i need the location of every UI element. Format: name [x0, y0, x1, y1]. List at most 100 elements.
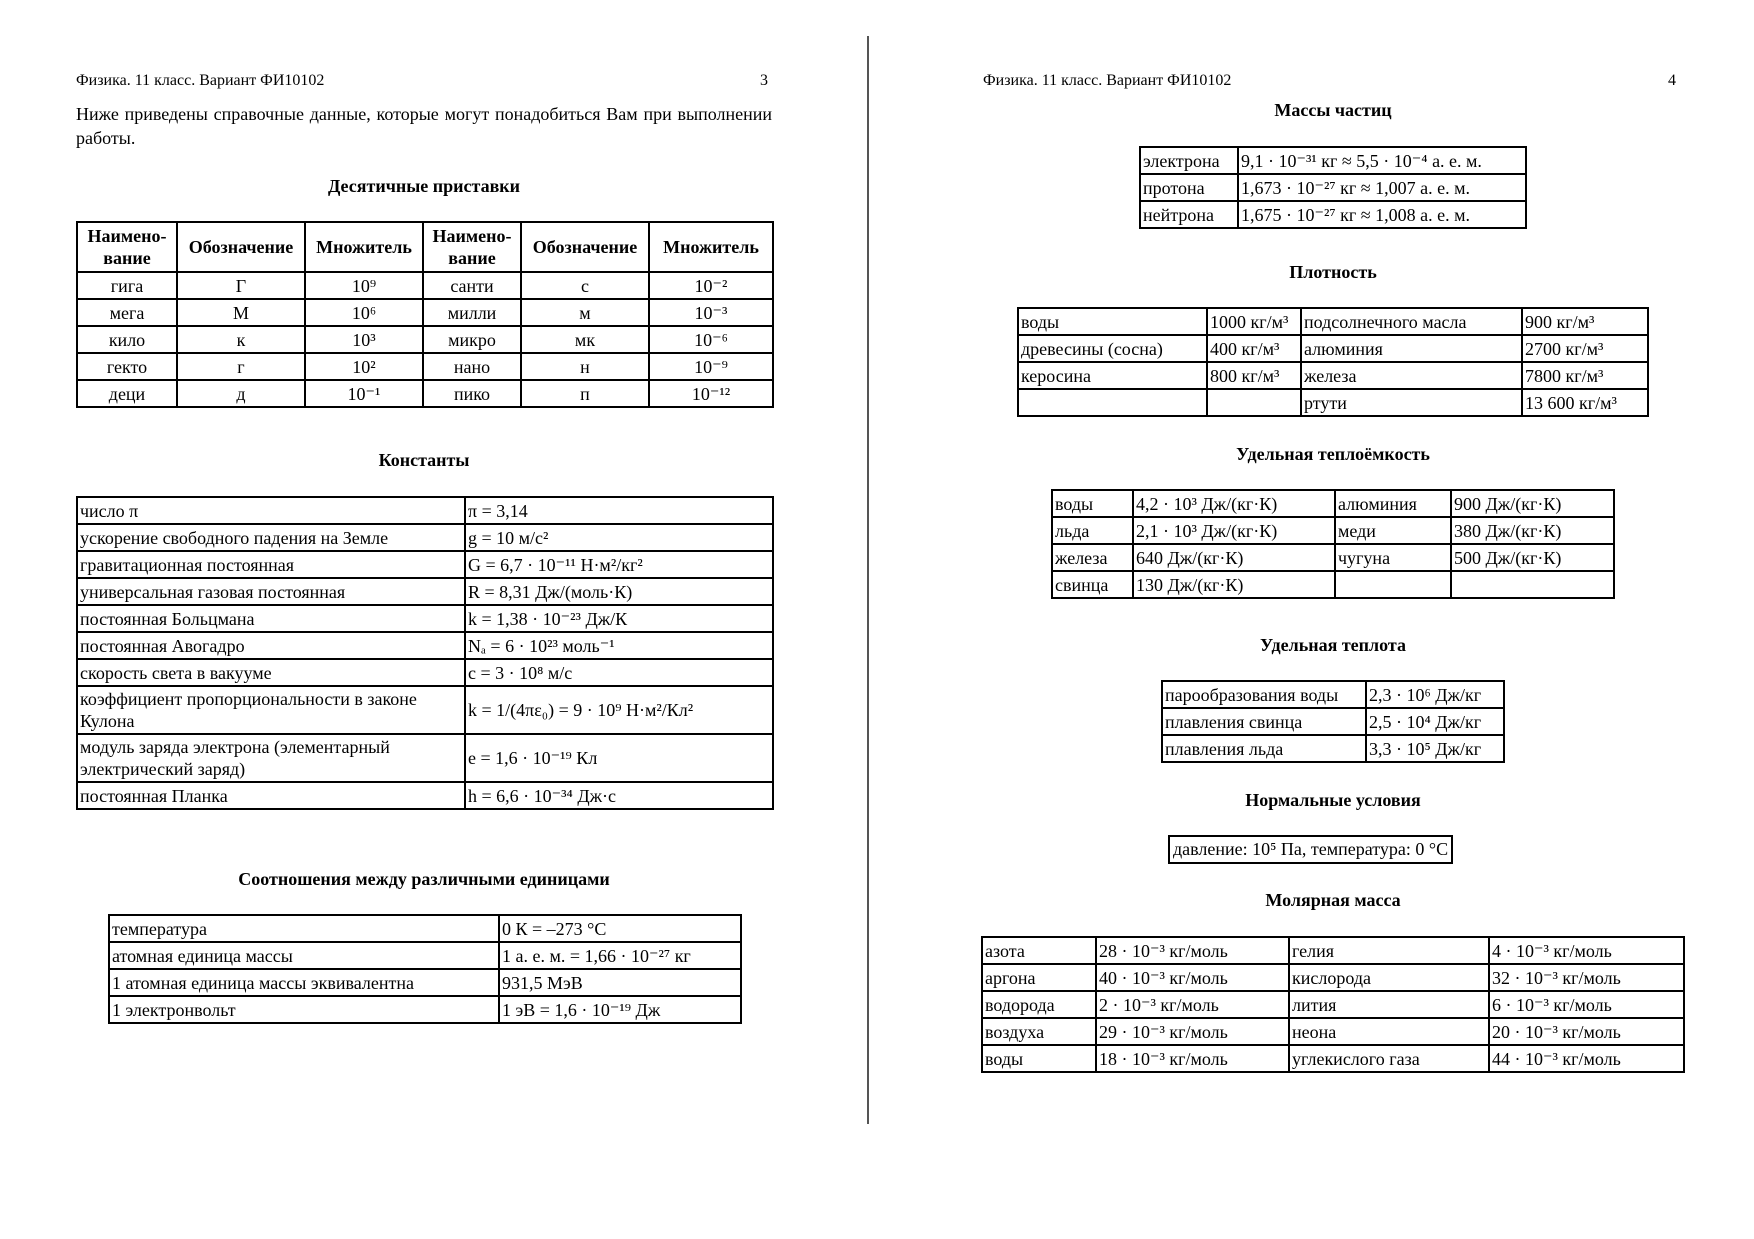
- table-cell: древесины (сосна): [1017, 334, 1208, 363]
- table-cell: 10²: [304, 352, 424, 381]
- table-cell: п: [520, 379, 650, 408]
- table-cell: 2,1 · 10³ Дж/(кг·К): [1132, 516, 1336, 545]
- table-cell: 2700 кг/м³: [1521, 334, 1649, 363]
- table-cell: углекислого газа: [1288, 1044, 1490, 1073]
- table-cell: 931,5 МэВ: [498, 968, 742, 997]
- table-cell: меди: [1334, 516, 1452, 545]
- table-cell: плавления свинца: [1161, 707, 1367, 736]
- specific-heat-title: Удельная теплота: [1260, 635, 1406, 655]
- table-cell: 1 эВ = 1,6 · 10⁻¹⁹ Дж: [498, 995, 742, 1024]
- table-row: универсальная газовая постоянная R = 8,31…: [76, 577, 774, 606]
- table-cell: гекто: [76, 352, 178, 381]
- molar-mass-table: азота 28 · 10⁻³ кг/моль гелия 4 · 10⁻³ кг/м…: [981, 936, 1685, 1073]
- table-cell: азота: [981, 936, 1097, 965]
- table-cell: санти: [422, 271, 522, 300]
- table-cell: гига: [76, 271, 178, 300]
- table-cell: мк: [520, 325, 650, 354]
- table-header-row: Наимено-вание Обозначение Множитель Наимено…: [76, 221, 774, 273]
- table-row: льда 2,1 · 10³ Дж/(кг·К) меди 380 Дж/(кг·К): [1051, 516, 1615, 545]
- table-cell: кислорода: [1288, 963, 1490, 992]
- table-cell: 1000 кг/м³: [1206, 307, 1302, 336]
- table-cell: 3,3 · 10⁵ Дж/кг: [1365, 734, 1505, 763]
- table-cell: 4 · 10⁻³ кг/моль: [1488, 936, 1685, 965]
- table-cell: 29 · 10⁻³ кг/моль: [1095, 1017, 1290, 1046]
- heat-capacity-title: Удельная теплоёмкость: [1236, 444, 1430, 464]
- table-cell: плавления льда: [1161, 734, 1367, 763]
- table-cell: ускорение свободного падения на Земле: [76, 523, 466, 552]
- table-cell: м: [520, 298, 650, 327]
- right-page-header: Физика. 11 класс. Вариант ФИ10102: [983, 72, 1232, 89]
- table-cell: железа: [1051, 543, 1134, 572]
- table-row: атомная единица массы 1 а. е. м. = 1,66 ·…: [108, 941, 742, 970]
- table-row: модуль заряда электрона (элементарный эл…: [76, 733, 774, 783]
- table-cell: воды: [1051, 489, 1134, 518]
- table-row: железа 640 Дж/(кг·К) чугуна 500 Дж/(кг·К): [1051, 543, 1615, 572]
- table-cell: температура: [108, 914, 500, 943]
- table-cell: алюминия: [1300, 334, 1523, 363]
- table-cell: 0 К = –273 °С: [498, 914, 742, 943]
- table-cell: 640 Дж/(кг·К): [1132, 543, 1336, 572]
- table-row: гекто г 10² нано н 10⁻⁹: [76, 352, 774, 381]
- table-cell: R = 8,31 Дж/(моль·К): [464, 577, 774, 606]
- table-cell: G = 6,7 · 10⁻¹¹ Н·м²/кг²: [464, 550, 774, 579]
- table-row: нейтрона 1,675 · 10⁻²⁷ кг ≈ 1,008 а. е. м…: [1139, 200, 1527, 229]
- table-cell: 32 · 10⁻³ кг/моль: [1488, 963, 1685, 992]
- table-row: гига Г 10⁹ санти с 10⁻²: [76, 271, 774, 300]
- table-cell: π = 3,14: [464, 496, 774, 525]
- table-row: ускорение свободного падения на Земле g =…: [76, 523, 774, 552]
- table-row: керосина 800 кг/м³ железа 7800 кг/м³: [1017, 361, 1649, 390]
- left-page-header: Физика. 11 класс. Вариант ФИ10102: [76, 72, 325, 89]
- table-cell: 900 Дж/(кг·К): [1450, 489, 1615, 518]
- table-row: 1 атомная единица массы эквивалентна 931,…: [108, 968, 742, 997]
- table-cell: 380 Дж/(кг·К): [1450, 516, 1615, 545]
- table-cell: 10⁻⁹: [648, 352, 774, 381]
- table-cell: 13 600 кг/м³: [1521, 388, 1649, 417]
- table-cell: воздуха: [981, 1017, 1097, 1046]
- table-cell: c = 3 · 10⁸ м/с: [464, 658, 774, 687]
- table-cell: чугуна: [1334, 543, 1452, 572]
- table-cell: 20 · 10⁻³ кг/моль: [1488, 1017, 1685, 1046]
- table-cell: 900 кг/м³: [1521, 307, 1649, 336]
- table-cell: гравитационная постоянная: [76, 550, 466, 579]
- table-row: парообразования воды 2,3 · 10⁶ Дж/кг: [1161, 680, 1505, 709]
- table-cell: [1206, 388, 1302, 417]
- table-cell: 1 электронвольт: [108, 995, 500, 1024]
- table-cell: 130 Дж/(кг·К): [1132, 570, 1336, 599]
- table-cell: кило: [76, 325, 178, 354]
- table-cell: 40 · 10⁻³ кг/моль: [1095, 963, 1290, 992]
- table-cell: 10⁹: [304, 271, 424, 300]
- table-cell: водорода: [981, 990, 1097, 1019]
- table-row: аргона 40 · 10⁻³ кг/моль кислорода 32 · 10⁻…: [981, 963, 1685, 992]
- table-cell: 18 · 10⁻³ кг/моль: [1095, 1044, 1290, 1073]
- table-cell: деци: [76, 379, 178, 408]
- table-cell: 1,675 · 10⁻²⁷ кг ≈ 1,008 а. е. м.: [1237, 200, 1527, 229]
- table-cell: 10⁶: [304, 298, 424, 327]
- table-cell: 500 Дж/(кг·К): [1450, 543, 1615, 572]
- table-cell: М: [176, 298, 306, 327]
- table-cell: 9,1 · 10⁻³¹ кг ≈ 5,5 · 10⁻⁴ а. е. м.: [1237, 146, 1527, 175]
- table-cell: 4,2 · 10³ Дж/(кг·К): [1132, 489, 1336, 518]
- table-row: азота 28 · 10⁻³ кг/моль гелия 4 · 10⁻³ кг/м…: [981, 936, 1685, 965]
- table-row: гравитационная постоянная G = 6,7 · 10⁻¹¹…: [76, 550, 774, 579]
- table-row: 1 электронвольт 1 эВ = 1,6 · 10⁻¹⁹ Дж: [108, 995, 742, 1024]
- table-row: воздуха 29 · 10⁻³ кг/моль неона 20 · 10⁻³ к…: [981, 1017, 1685, 1046]
- table-row: скорость света в вакууме c = 3 · 10⁸ м/с: [76, 658, 774, 687]
- normal-conditions-title: Нормальные условия: [1245, 790, 1421, 810]
- table-row: плавления свинца 2,5 · 10⁴ Дж/кг: [1161, 707, 1505, 736]
- units-table: температура 0 К = –273 °С атомная единица …: [108, 914, 742, 1024]
- table-row: температура 0 К = –273 °С: [108, 914, 742, 943]
- masses-table: электрона 9,1 · 10⁻³¹ кг ≈ 5,5 · 10⁻⁴ а. …: [1139, 146, 1527, 229]
- table-row: древесины (сосна) 400 кг/м³ алюминия 2700 к…: [1017, 334, 1649, 363]
- table-cell: 10⁻³: [648, 298, 774, 327]
- units-title: Соотношения между различными единицами: [238, 869, 610, 889]
- table-cell: милли: [422, 298, 522, 327]
- table-cell: 10³: [304, 325, 424, 354]
- column-header: Множитель: [304, 221, 424, 273]
- table-cell: Nₐ = 6 · 10²³ моль⁻¹: [464, 631, 774, 660]
- table-row: постоянная Авогадро Nₐ = 6 · 10²³ моль⁻¹: [76, 631, 774, 660]
- table-cell: электрона: [1139, 146, 1239, 175]
- table-cell: атомная единица массы: [108, 941, 500, 970]
- column-header: Наимено-вание: [76, 221, 178, 273]
